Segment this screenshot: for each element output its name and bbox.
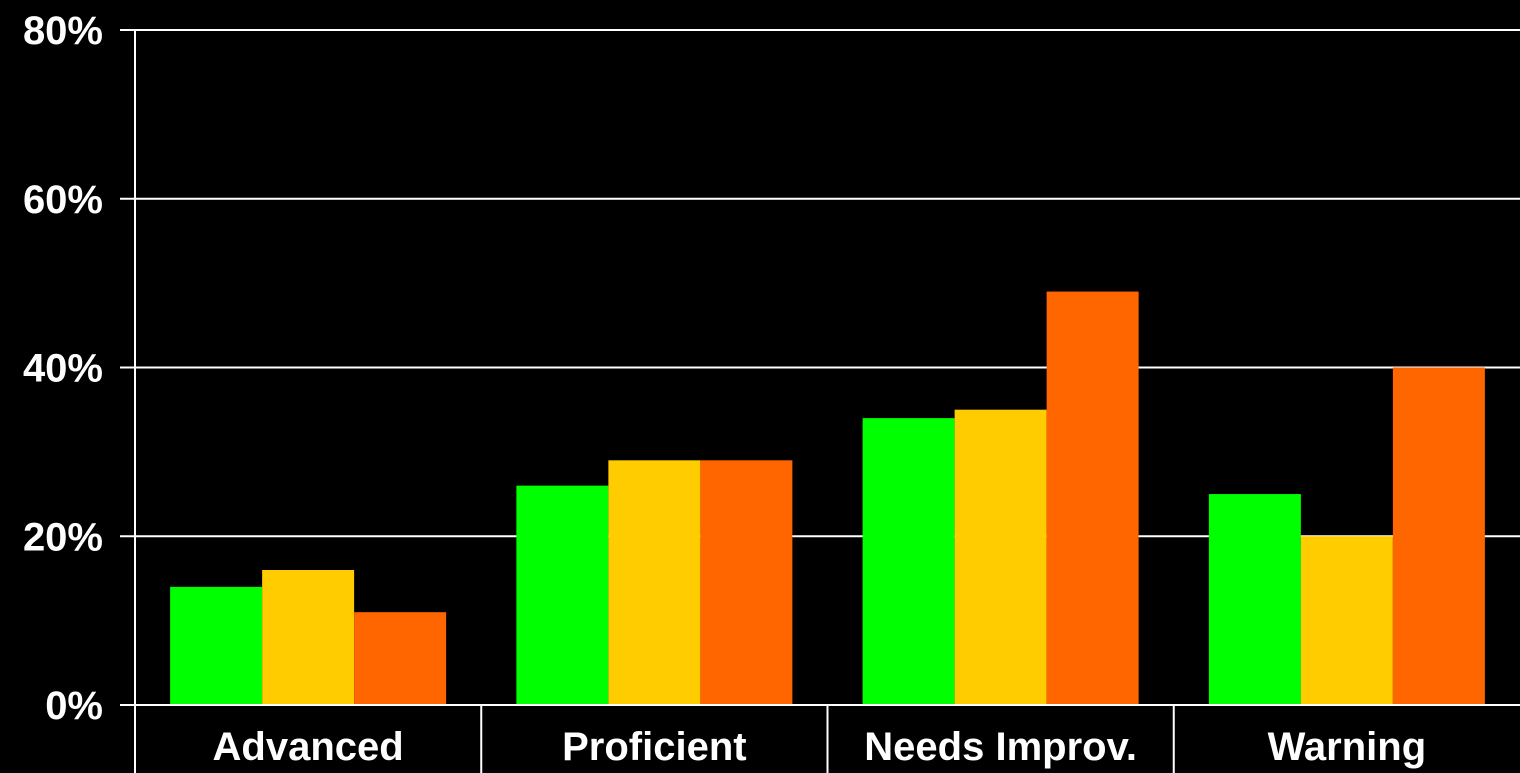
bar	[516, 485, 609, 705]
bar	[862, 418, 955, 705]
gridlines	[120, 29, 1520, 538]
axes	[120, 30, 1520, 773]
bar	[354, 612, 447, 705]
x-category-labels: Advanced Proficient Needs Improv. Warning	[213, 725, 1427, 769]
bar	[1208, 494, 1301, 705]
y-tick-label: 80%	[23, 9, 103, 53]
bar	[700, 460, 793, 705]
bar	[1046, 291, 1139, 705]
bar	[954, 409, 1047, 705]
y-tick-label: 60%	[23, 178, 103, 222]
y-tick-label: 0%	[45, 684, 103, 728]
x-category-label: Warning	[1268, 725, 1427, 769]
x-category-label: Advanced	[213, 725, 404, 769]
bar	[1300, 536, 1393, 705]
x-category-label: Needs Improv.	[864, 725, 1137, 769]
bar	[608, 460, 701, 705]
bar	[262, 570, 355, 705]
bars	[170, 291, 1485, 705]
x-category-label: Proficient	[562, 725, 746, 769]
bar	[1392, 367, 1485, 705]
bar	[170, 586, 263, 705]
y-tick-label: 20%	[23, 515, 103, 559]
y-tick-label: 40%	[23, 347, 103, 391]
y-tick-labels: 0% 20% 40% 60% 80%	[23, 9, 103, 728]
